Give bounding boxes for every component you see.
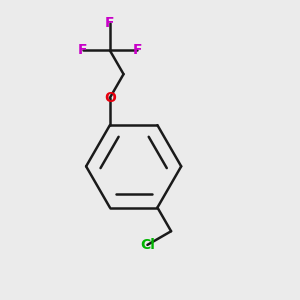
Text: F: F [105,16,115,30]
Text: Cl: Cl [140,238,155,252]
Text: F: F [78,44,87,58]
Text: O: O [104,91,116,105]
Text: F: F [133,44,142,58]
